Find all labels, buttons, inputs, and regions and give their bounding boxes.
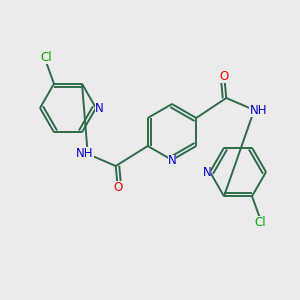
Text: N: N: [202, 166, 211, 178]
Text: N: N: [94, 101, 103, 115]
Text: O: O: [220, 70, 229, 83]
Text: Cl: Cl: [254, 216, 266, 229]
Text: N: N: [168, 154, 176, 167]
Text: O: O: [113, 182, 122, 194]
Text: Cl: Cl: [40, 51, 52, 64]
Text: NH: NH: [250, 103, 267, 116]
Text: NH: NH: [76, 148, 94, 160]
